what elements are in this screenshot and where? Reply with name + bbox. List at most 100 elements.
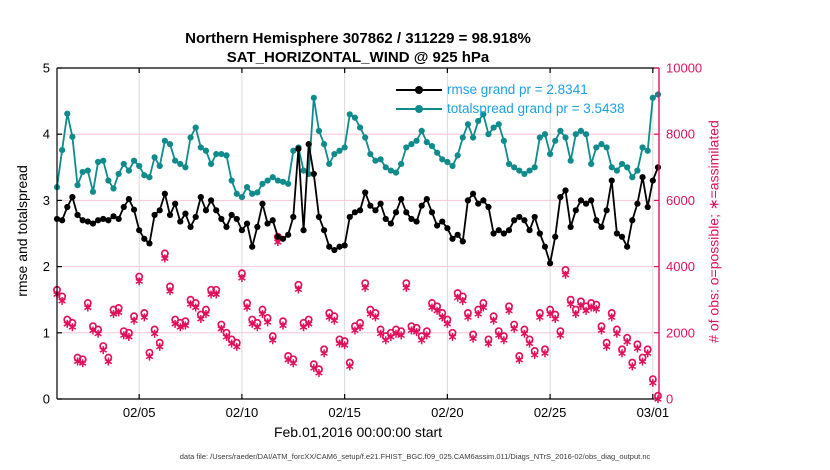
assimilated-obs-marker [135, 277, 143, 286]
totalspread-point [315, 127, 323, 134]
rmse-point [89, 220, 97, 227]
rmse-point [408, 215, 415, 223]
rmse-point [192, 213, 199, 221]
rmse-point [618, 233, 626, 240]
rmse-point [505, 227, 513, 234]
rmse-point [382, 215, 389, 223]
chart-subtitle: SAT_HORIZONTAL_WIND @ 925 hPa [226, 49, 490, 66]
totalspread-point [649, 94, 656, 101]
assimilated-obs-marker [505, 306, 513, 315]
totalspread-point [480, 111, 487, 118]
totalspread-point [346, 111, 353, 118]
rmse-point [634, 200, 641, 207]
rmse-point [105, 217, 112, 224]
rmse-point [346, 213, 353, 221]
totalspread-point [603, 144, 610, 151]
totalspread-point [279, 178, 287, 185]
assimilated-obs-marker [161, 254, 169, 263]
rmse-point [243, 220, 251, 227]
assimilated-obs-marker [536, 313, 544, 322]
totalspread-point [197, 144, 204, 151]
assimilated-obs-marker [643, 349, 652, 358]
assimilated-obs-marker [84, 303, 92, 312]
rmse-point [413, 218, 420, 225]
totalspread-point [449, 162, 456, 170]
rmse-point [649, 177, 656, 184]
totalspread-point [94, 158, 102, 166]
rmse-point [567, 223, 574, 230]
rmse-point [449, 235, 456, 242]
totalspread-point [141, 172, 148, 179]
rmse-point [249, 243, 256, 250]
rmse-point [572, 207, 579, 214]
totalspread-point [490, 124, 497, 131]
rmse-point [141, 235, 148, 242]
totalspread-point [120, 160, 127, 168]
totalspread-point [202, 147, 210, 154]
rmse-point [526, 227, 533, 234]
assimilated-obs-marker [212, 290, 221, 299]
left-tick-label: 2 [43, 259, 50, 274]
rmse-point [213, 207, 220, 214]
assimilated-obs-marker [464, 313, 472, 322]
chart-title: Northern Hemisphere 307862 / 311229 = 98… [185, 30, 531, 47]
totalspread-point [320, 141, 328, 148]
assimilated-obs-marker [263, 318, 272, 327]
rmse-point [151, 211, 158, 219]
rmse-point [218, 215, 225, 223]
totalspread-point [495, 121, 502, 128]
rmse-point [94, 217, 102, 224]
rmse-point [577, 197, 585, 204]
totalspread-point [351, 114, 359, 121]
totalspread-point [233, 190, 240, 197]
assimilated-obs-marker [94, 329, 102, 338]
right-tick-label: 2000 [666, 325, 695, 340]
totalspread-point [593, 144, 600, 151]
assimilated-obs-marker [515, 355, 524, 364]
assimilated-obs-marker [304, 319, 313, 328]
rmse-point [531, 213, 538, 221]
totalspread-point [69, 133, 76, 140]
rmse-point [434, 222, 441, 229]
rmse-point [110, 213, 117, 220]
totalspread-series [53, 91, 662, 201]
totalspread-point [382, 164, 389, 171]
left-tick-label: 3 [43, 193, 50, 208]
assimilated-obs-marker [628, 362, 637, 371]
rmse-point [269, 217, 276, 224]
rmse-point [624, 243, 631, 250]
rmse-point [423, 195, 430, 203]
rmse-point [156, 207, 163, 214]
assimilated-obs-marker [356, 323, 364, 332]
rmse-point [130, 206, 138, 213]
totalspread-point [547, 150, 554, 158]
rmse-point [644, 203, 651, 211]
totalspread-point [464, 121, 472, 128]
rmse-point [485, 203, 492, 211]
assimilated-obs-marker [479, 303, 488, 312]
totalspread-point [290, 147, 297, 154]
x-tick-label: 03/01 [637, 405, 670, 420]
totalspread-point [331, 150, 338, 158]
assimilated-obs-marker [469, 334, 477, 343]
totalspread-point [624, 164, 631, 171]
totalspread-point [572, 131, 579, 138]
rmse-point [356, 207, 364, 214]
rmse-point [228, 211, 235, 219]
totalspread-point [552, 137, 559, 144]
totalspread-point [146, 174, 153, 181]
rmse-point [285, 231, 292, 238]
rmse-point [608, 177, 615, 184]
rmse-point [238, 227, 246, 234]
left-tick-label: 1 [43, 325, 50, 340]
totalspread-point [423, 139, 430, 146]
rmse-point [274, 233, 281, 240]
x-tick-label: 02/20 [431, 405, 464, 420]
rmse-point [480, 197, 487, 204]
assimilated-obs-marker [638, 357, 647, 366]
assimilated-obs-marker [361, 283, 369, 292]
totalspread-point [428, 143, 436, 150]
totalspread-point [125, 167, 133, 174]
